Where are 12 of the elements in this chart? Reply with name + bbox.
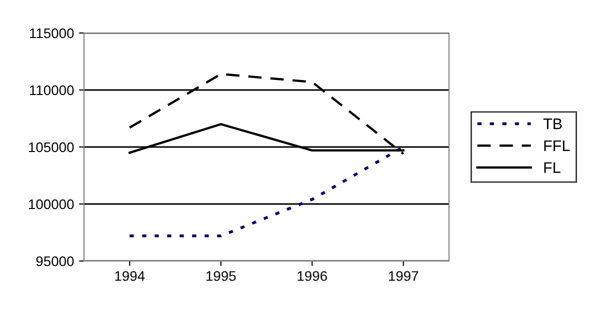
x-tick-label: 1995 — [206, 271, 236, 281]
x-tick-label: 1996 — [298, 271, 327, 281]
x-tick-label: 1994 — [115, 271, 145, 281]
y-tick-label: 115000 — [30, 28, 74, 38]
y-tick-label: 100000 — [28, 199, 74, 210]
legend-label: FFL — [544, 140, 570, 151]
y-tick-label: 105000 — [28, 142, 74, 152]
x-tick-label: 1997 — [388, 271, 418, 281]
legend-label: FL — [544, 162, 560, 173]
y-tick-label: 110000 — [30, 85, 74, 96]
y-tick-label: 95000 — [36, 256, 74, 266]
legend-label: TB — [543, 118, 562, 130]
